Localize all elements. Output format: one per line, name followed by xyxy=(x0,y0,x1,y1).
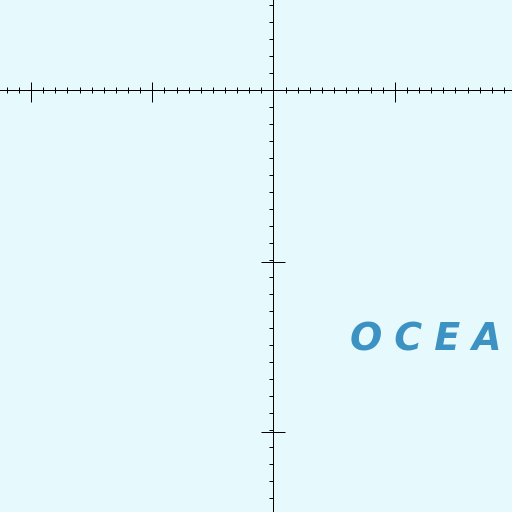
ocean-label: OCEA xyxy=(350,315,512,359)
meridian-tick-marks xyxy=(261,5,286,499)
parallel-tick-marks xyxy=(7,82,505,103)
